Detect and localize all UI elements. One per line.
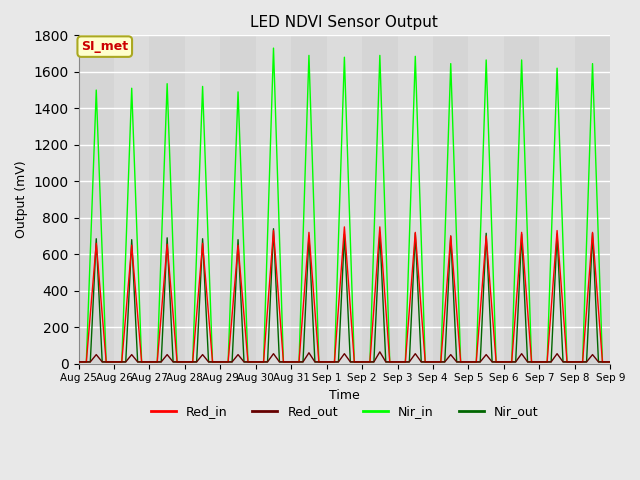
Bar [149,36,185,364]
Bar [362,36,397,364]
Bar [291,36,326,364]
Legend: Red_in, Red_out, Nir_in, Nir_out: Red_in, Red_out, Nir_in, Nir_out [146,400,543,423]
Bar [220,36,256,364]
Bar [433,36,468,364]
Y-axis label: Output (mV): Output (mV) [15,161,28,239]
Title: LED NDVI Sensor Output: LED NDVI Sensor Output [250,15,438,30]
Bar [504,36,540,364]
Bar [79,36,114,364]
Text: SI_met: SI_met [81,40,128,53]
X-axis label: Time: Time [329,389,360,402]
Bar [575,36,611,364]
